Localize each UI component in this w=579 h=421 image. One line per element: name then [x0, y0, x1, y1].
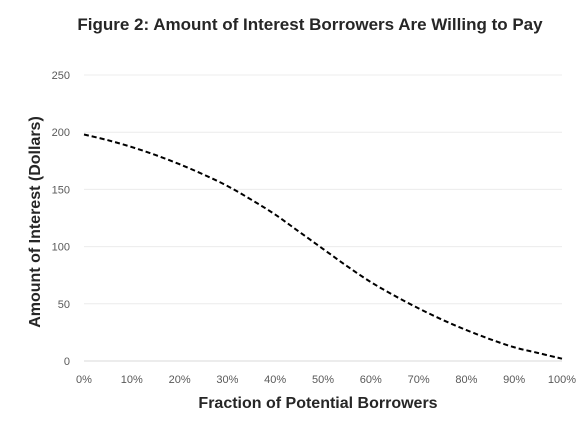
y-axis-title: Amount of Interest (Dollars) — [27, 116, 44, 328]
series-line — [83, 133, 563, 360]
x-tick-label: 80% — [455, 374, 477, 386]
y-tick-label: 0 — [64, 356, 70, 368]
x-tick-label: 70% — [408, 374, 430, 386]
x-tick-label: 20% — [169, 374, 191, 386]
y-tick-label: 200 — [52, 127, 70, 139]
x-tick-label: 40% — [264, 374, 286, 386]
x-axis-ticks: 0% 10% 20% 30% 40% 50% 60% 70% 80% 90% 100% — [76, 374, 576, 386]
gridlines — [84, 74, 562, 362]
x-tick-label: 0% — [76, 374, 92, 386]
x-tick-label: 60% — [360, 374, 382, 386]
y-axis-ticks: 0 50 100 150 200 250 — [52, 70, 70, 368]
x-tick-label: 10% — [121, 374, 143, 386]
y-tick-label: 100 — [52, 242, 70, 254]
x-tick-label: 30% — [216, 374, 238, 386]
x-tick-label: 50% — [312, 374, 334, 386]
y-tick-label: 150 — [52, 184, 70, 196]
chart-title: Figure 2: Amount of Interest Borrowers A… — [77, 15, 543, 34]
x-tick-label: 90% — [503, 374, 525, 386]
y-tick-label: 250 — [52, 70, 70, 82]
series-layer — [83, 133, 563, 360]
y-tick-label: 50 — [58, 299, 70, 311]
x-axis-title: Fraction of Potential Borrowers — [198, 395, 437, 412]
x-tick-label: 100% — [548, 374, 576, 386]
